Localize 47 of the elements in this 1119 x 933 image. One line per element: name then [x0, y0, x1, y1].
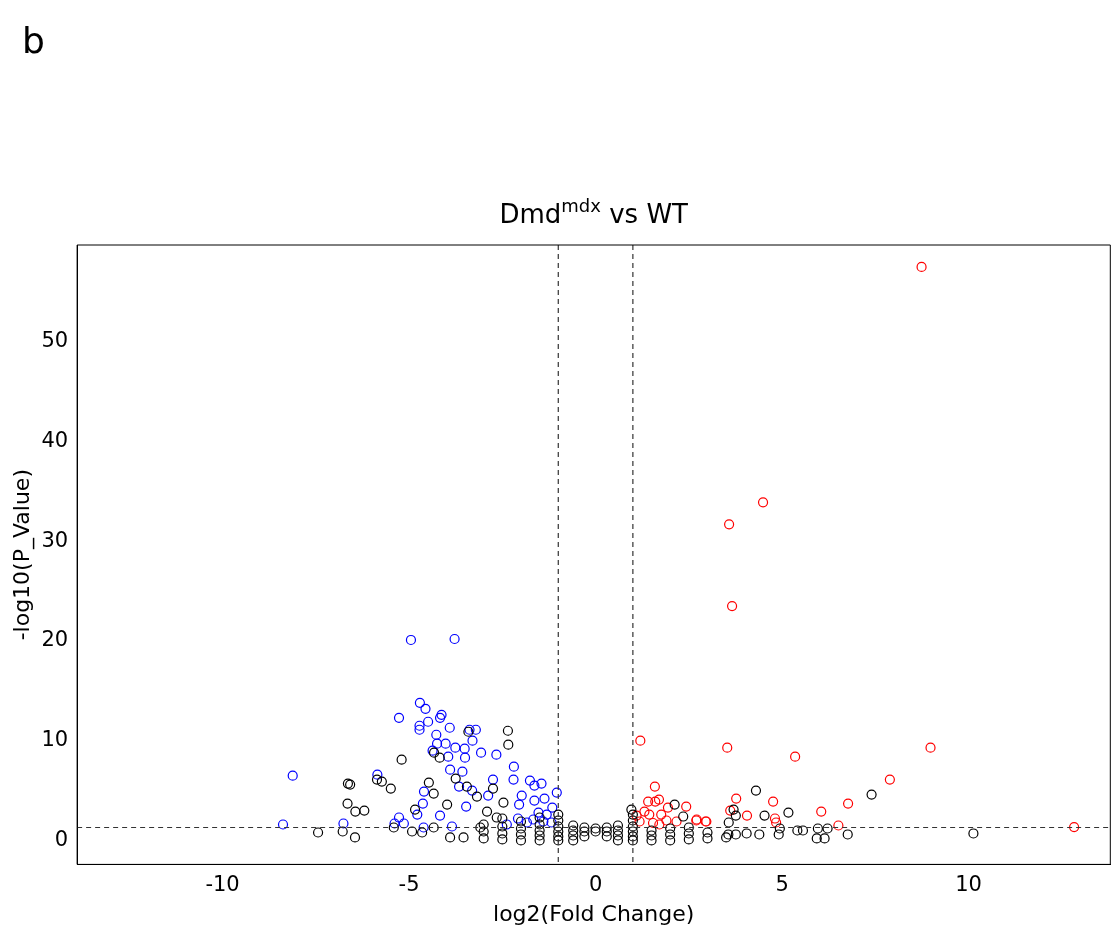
point: [656, 809, 667, 820]
point: [731, 793, 742, 804]
point: [726, 600, 738, 612]
point: [842, 798, 854, 809]
point: [768, 796, 779, 807]
x-tick-label: 5: [775, 872, 789, 897]
point: [925, 742, 936, 753]
point: [647, 817, 659, 829]
point: [644, 809, 655, 820]
point: [681, 801, 692, 812]
y-axis-title: -log10(P_Value): [8, 469, 35, 641]
point: [916, 261, 927, 273]
point: [634, 816, 645, 827]
point: [724, 519, 735, 530]
point: [649, 781, 660, 792]
point: [654, 819, 665, 830]
point: [635, 735, 646, 746]
point: [757, 497, 769, 508]
point: [790, 751, 801, 762]
point: [722, 742, 733, 753]
y-tick-label: 40: [41, 427, 69, 452]
point: [671, 816, 682, 827]
y-tick-label: 30: [41, 527, 69, 552]
point: [639, 806, 650, 817]
point: [769, 813, 781, 824]
point: [650, 796, 661, 807]
y-tick-label: 10: [41, 727, 69, 752]
x-tick-label: 0: [588, 872, 603, 897]
point: [661, 815, 672, 826]
point: [816, 806, 827, 817]
point: [833, 820, 844, 831]
point: [631, 810, 642, 821]
x-tick-label: -5: [398, 872, 420, 897]
y-tick-label: 50: [41, 328, 69, 353]
y-tick-label: 20: [41, 627, 69, 652]
point: [771, 817, 782, 828]
x-tick-label: 10: [955, 872, 982, 897]
point: [643, 796, 654, 807]
point: [884, 774, 895, 785]
y-tick-label: 0: [54, 826, 69, 851]
point: [741, 810, 753, 821]
point: [653, 794, 665, 805]
x-tick-label: -10: [205, 872, 240, 897]
point: [662, 802, 674, 813]
text: b: [22, 20, 45, 62]
x-axis-title: log2(Fold Change): [493, 900, 695, 926]
point: [1069, 822, 1080, 833]
